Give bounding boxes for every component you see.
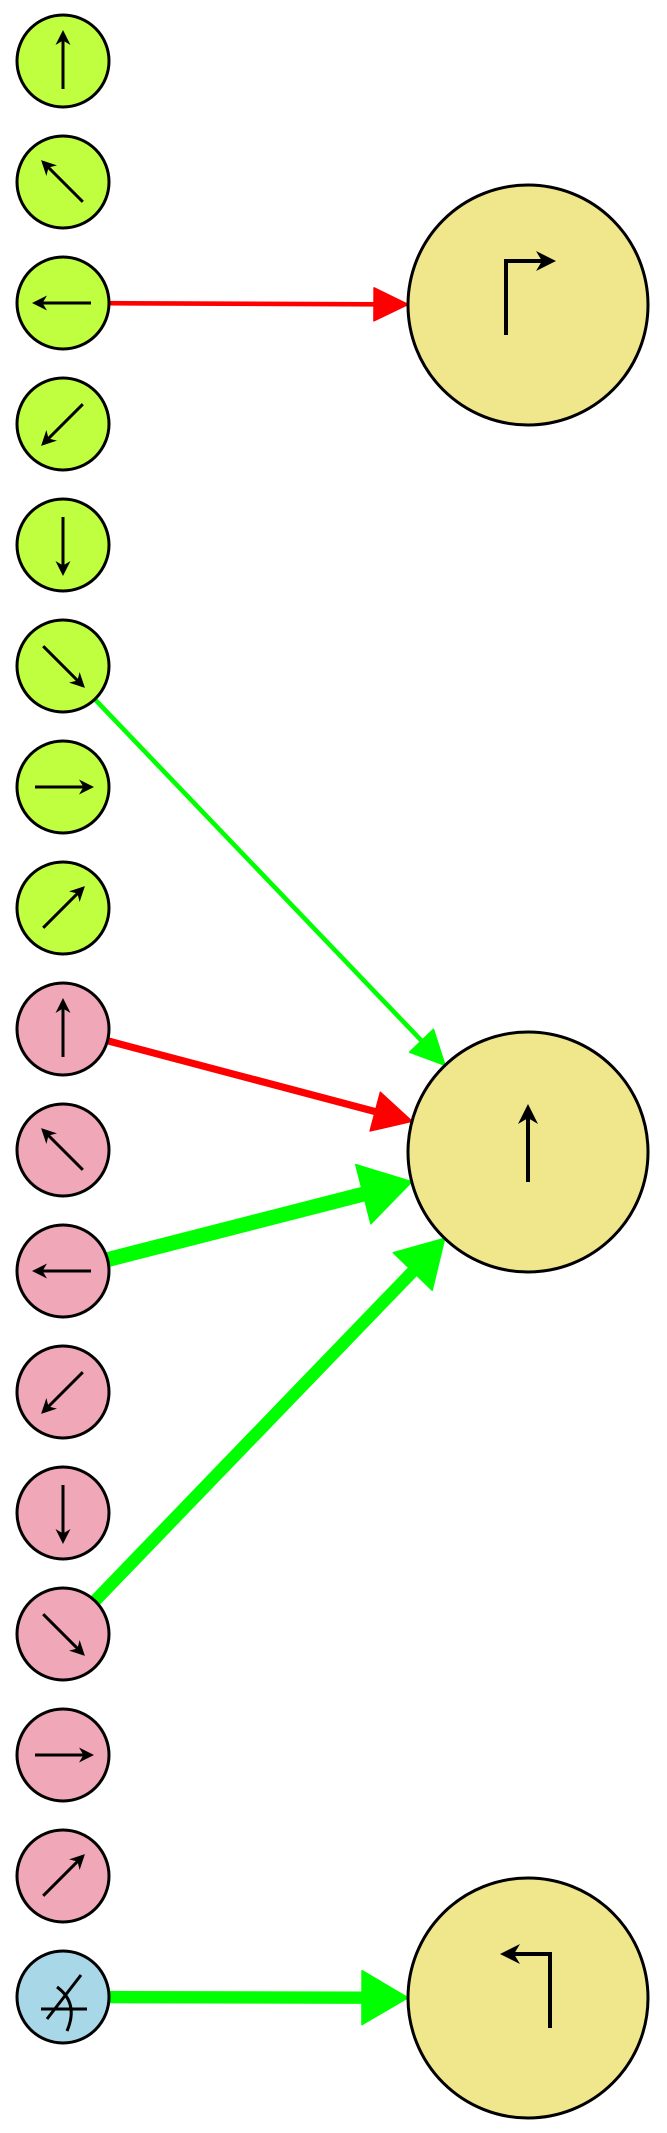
edge-line bbox=[106, 1037, 379, 1116]
edge-p-left-to-out-straight bbox=[105, 1163, 413, 1267]
edge-b-angle-to-out-turn-left bbox=[108, 1969, 409, 2026]
edge-line bbox=[105, 1186, 368, 1267]
arrow-down-left-icon bbox=[41, 1371, 84, 1414]
arrow-up-left-icon bbox=[41, 160, 84, 203]
arrow-up-right-icon bbox=[42, 886, 85, 929]
input-node-p-upright bbox=[15, 1828, 111, 1924]
input-node-g-downright bbox=[15, 618, 111, 714]
turn-right-arrow-icon bbox=[504, 251, 556, 335]
input-node-g-upright bbox=[15, 860, 111, 956]
edge-arrowhead bbox=[354, 1163, 413, 1225]
input-node-p-left bbox=[15, 1223, 111, 1319]
edge-arrowhead bbox=[392, 1237, 446, 1291]
arrow-up-left-icon bbox=[41, 1128, 84, 1171]
edge-line bbox=[108, 300, 377, 307]
input-node-g-downleft bbox=[15, 376, 111, 472]
input-node-p-right bbox=[15, 1707, 111, 1803]
input-node-p-upleft bbox=[15, 1102, 111, 1198]
edge-g-left-to-out-turn-right bbox=[108, 287, 409, 322]
edge-g-downright-to-out-straight bbox=[93, 697, 446, 1067]
input-node-g-right bbox=[15, 739, 111, 835]
input-node-p-downright bbox=[15, 1586, 111, 1682]
arrow-down-left-icon bbox=[41, 403, 84, 446]
edges-layer bbox=[90, 287, 446, 2026]
input-node-p-down bbox=[15, 1465, 111, 1561]
input-node-g-down bbox=[15, 497, 111, 593]
input-node-g-left bbox=[15, 255, 111, 351]
edge-arrowhead bbox=[361, 1969, 409, 2026]
edge-line bbox=[108, 1990, 365, 2004]
edge-arrowhead bbox=[373, 287, 409, 322]
edge-arrowhead bbox=[408, 1028, 446, 1067]
edge-p-up-to-out-straight bbox=[106, 1037, 413, 1132]
output-node-circle bbox=[406, 1876, 650, 2120]
input-node-p-up bbox=[15, 981, 111, 1077]
arrow-down-right-icon bbox=[42, 1613, 85, 1656]
angle-icon bbox=[41, 1974, 87, 2032]
input-node-b-angle bbox=[15, 1949, 111, 2045]
edge-p-downright-to-out-straight bbox=[90, 1237, 446, 1606]
arrow-down-right-icon bbox=[42, 645, 85, 688]
input-node-g-upleft bbox=[15, 134, 111, 230]
input-node-p-downleft bbox=[15, 1344, 111, 1440]
output-node-circle bbox=[406, 183, 650, 427]
edge-arrowhead bbox=[369, 1091, 413, 1132]
input-node-g-up bbox=[15, 13, 111, 109]
output-node-out-turn-right bbox=[406, 183, 650, 427]
output-nodes bbox=[406, 183, 650, 2120]
arrow-up-right-icon bbox=[42, 1854, 85, 1897]
output-node-out-turn-left bbox=[406, 1876, 650, 2120]
output-node-out-straight bbox=[406, 1030, 650, 1274]
input-nodes bbox=[15, 13, 111, 2045]
edge-line bbox=[93, 697, 425, 1044]
turn-left-arrow-icon bbox=[500, 1944, 552, 2028]
edge-line bbox=[90, 1265, 419, 1606]
